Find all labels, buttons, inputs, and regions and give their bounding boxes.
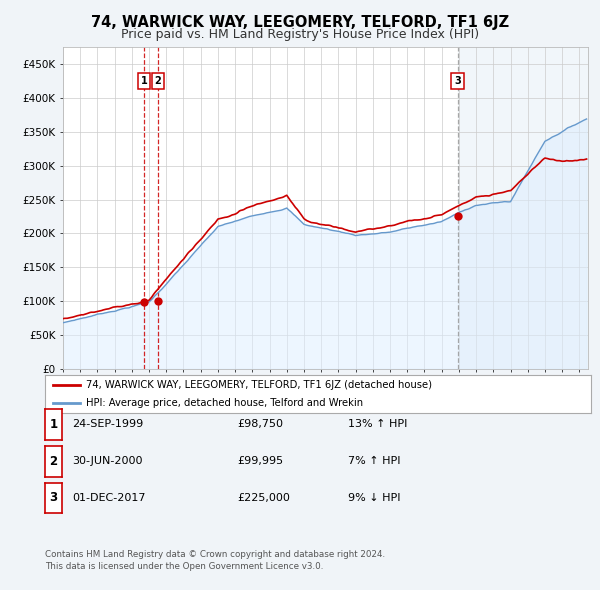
Text: 24-SEP-1999: 24-SEP-1999	[73, 419, 144, 429]
Bar	[458, 47, 588, 369]
Text: 13% ↑ HPI: 13% ↑ HPI	[348, 419, 407, 429]
Text: HPI: Average price, detached house, Telford and Wrekin: HPI: Average price, detached house, Telf…	[86, 398, 363, 408]
Text: £99,995: £99,995	[237, 457, 283, 466]
Text: Contains HM Land Registry data © Crown copyright and database right 2024.
This d: Contains HM Land Registry data © Crown c…	[45, 550, 385, 571]
Text: 1: 1	[49, 418, 58, 431]
Text: 74, WARWICK WAY, LEEGOMERY, TELFORD, TF1 6JZ: 74, WARWICK WAY, LEEGOMERY, TELFORD, TF1…	[91, 15, 509, 30]
Text: 30-JUN-2000: 30-JUN-2000	[73, 457, 143, 466]
Text: 1: 1	[141, 76, 148, 86]
Text: £225,000: £225,000	[237, 493, 290, 503]
Text: £98,750: £98,750	[237, 419, 283, 429]
Text: 74, WARWICK WAY, LEEGOMERY, TELFORD, TF1 6JZ (detached house): 74, WARWICK WAY, LEEGOMERY, TELFORD, TF1…	[86, 380, 432, 390]
Text: 7% ↑ HPI: 7% ↑ HPI	[348, 457, 401, 466]
Text: 3: 3	[454, 76, 461, 86]
Text: 3: 3	[49, 491, 58, 504]
Text: 01-DEC-2017: 01-DEC-2017	[73, 493, 146, 503]
Text: 2: 2	[49, 455, 58, 468]
Text: Price paid vs. HM Land Registry's House Price Index (HPI): Price paid vs. HM Land Registry's House …	[121, 28, 479, 41]
Text: 9% ↓ HPI: 9% ↓ HPI	[348, 493, 401, 503]
Text: 2: 2	[154, 76, 161, 86]
